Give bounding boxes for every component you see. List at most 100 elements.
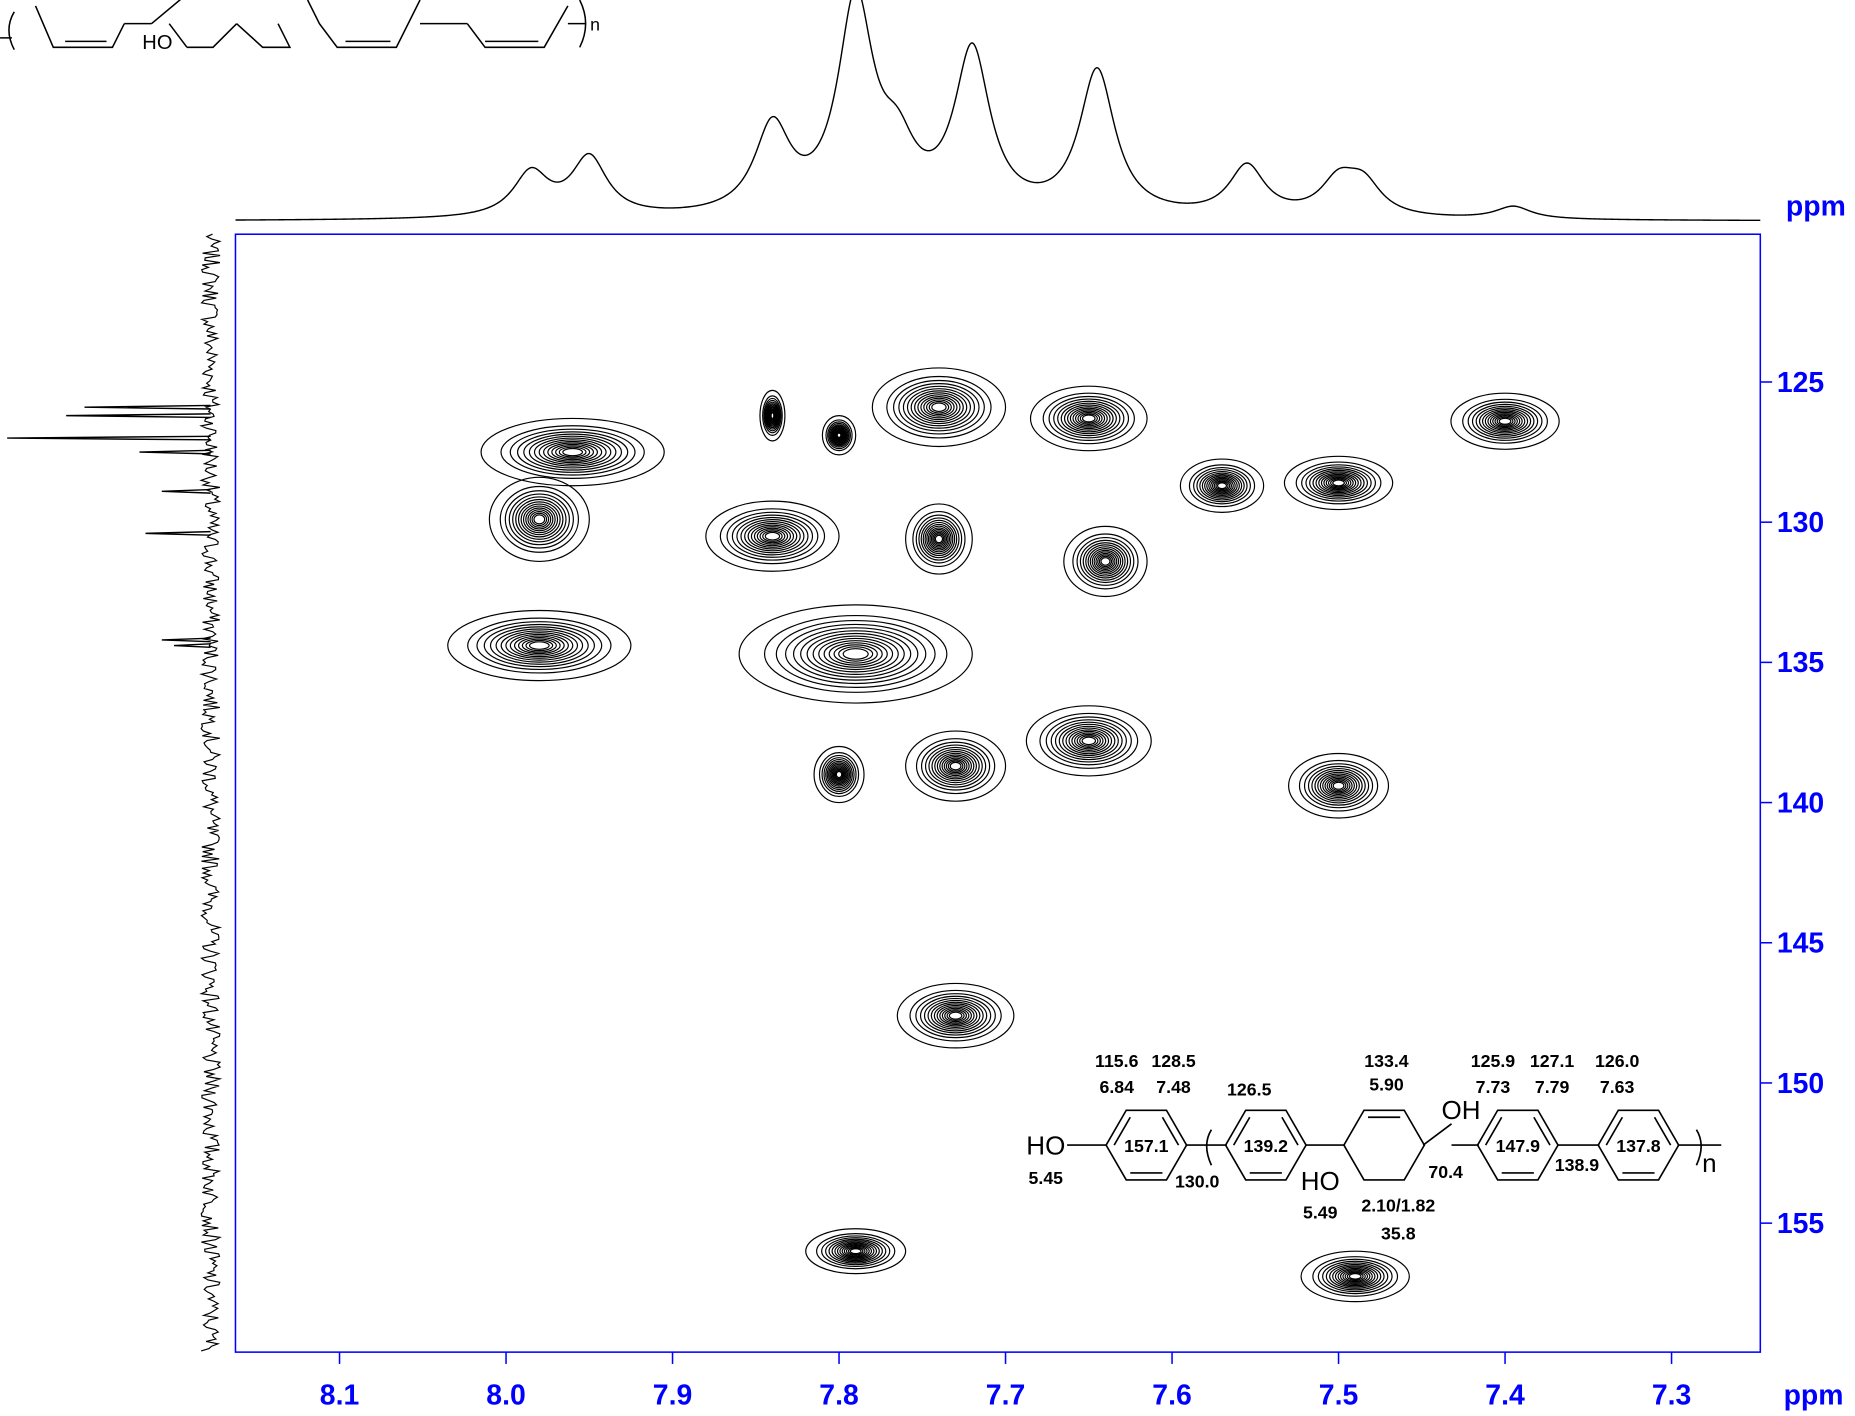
contour-level: [1311, 767, 1366, 804]
contour-level: [915, 993, 996, 1039]
contour-level: [1332, 781, 1345, 790]
contour-level: [933, 533, 945, 545]
contour-level: [898, 383, 980, 432]
contour-level: [834, 1241, 878, 1262]
contour-level: [1029, 385, 1148, 452]
contour-level: [910, 390, 968, 425]
structure-label: n: [1702, 1148, 1716, 1178]
contour-level: [1312, 469, 1365, 497]
contour-level: [896, 982, 1015, 1049]
contour-level: [1494, 415, 1516, 428]
contour-level: [818, 637, 894, 671]
contour-level: [914, 392, 964, 423]
structure-label: 125.9: [1471, 1051, 1516, 1071]
contour-level: [520, 503, 559, 536]
contour-level: [719, 508, 826, 565]
contour-level: [1496, 416, 1514, 426]
y-tick-label: 135: [1777, 647, 1824, 679]
contour-level: [825, 1237, 887, 1266]
contour-level: [1076, 733, 1101, 748]
contour-level: [830, 765, 848, 784]
contour-level: [1337, 1267, 1373, 1285]
contour-level: [834, 430, 844, 441]
contour-level: [562, 447, 584, 457]
contour-level: [915, 738, 996, 795]
cross-peak: [1300, 1250, 1410, 1303]
f1-peak: [161, 637, 211, 643]
contour-level: [833, 429, 845, 442]
contour-level: [1069, 407, 1108, 430]
ring: [1342, 1109, 1426, 1181]
contour-level: [1332, 1265, 1379, 1288]
contour-level: [831, 766, 847, 783]
structure-label: OH: [1441, 1095, 1480, 1125]
contour-level: [825, 419, 853, 452]
cross-peak: [447, 609, 632, 682]
contour-level: [1314, 769, 1363, 802]
contour-level: [1215, 481, 1229, 491]
contour-level: [1288, 752, 1390, 819]
contour-level: [1074, 732, 1104, 750]
cross-peak: [1063, 525, 1148, 598]
contour-level: [934, 534, 944, 544]
y-tick-label: 155: [1777, 1208, 1824, 1240]
cross-peak: [905, 503, 973, 575]
contour-level: [1467, 401, 1543, 441]
cross-peak: [480, 417, 665, 487]
f1-peak: [173, 643, 211, 649]
contour-level: [922, 521, 956, 557]
contour-level: [1062, 725, 1116, 757]
contour-level: [943, 757, 968, 775]
y-tick-label: 140: [1777, 787, 1824, 819]
x-tick-label: 7.9: [653, 1380, 692, 1412]
contour-level: [821, 1235, 891, 1268]
contour-level: [1079, 735, 1099, 747]
cross-peak: [805, 1228, 907, 1275]
structure-label: HO: [1026, 1130, 1065, 1160]
contour-level: [750, 524, 795, 548]
contour-level: [800, 630, 912, 678]
contour-level: [1317, 771, 1360, 800]
contour-level: [827, 421, 851, 450]
contour-level: [1045, 716, 1132, 766]
contour-level: [892, 379, 985, 435]
contour-level: [1475, 405, 1535, 437]
contour-level: [944, 1009, 967, 1023]
contour-level: [920, 396, 958, 419]
contour-level: [1071, 730, 1107, 751]
contour-level: [919, 995, 992, 1036]
contour-level: [1481, 408, 1529, 434]
structure-label: 115.6: [1095, 1051, 1139, 1071]
inset-structure: [1067, 1109, 1722, 1181]
contour-level: [828, 1238, 883, 1264]
contour-level: [925, 399, 952, 416]
contour-level: [923, 997, 988, 1034]
contour-level: [1307, 765, 1370, 806]
cross-peak: [488, 476, 590, 563]
contour-level: [1326, 777, 1351, 794]
contour-level: [945, 759, 966, 774]
contour-level: [1342, 1270, 1369, 1283]
contour-level: [1300, 1250, 1410, 1303]
contour-level: [1322, 1260, 1389, 1293]
contour-level: [495, 628, 584, 663]
contour-level: [1210, 477, 1234, 494]
contour-level: [835, 770, 843, 779]
contour-level: [762, 530, 783, 542]
contour-level: [1098, 555, 1113, 568]
contour-level: [764, 531, 781, 541]
f1-peak: [139, 449, 211, 455]
contour-level: [1346, 1272, 1364, 1281]
contour-level: [1283, 455, 1394, 511]
contour-level: [726, 511, 819, 561]
contour-level: [1093, 551, 1118, 572]
contour-level: [1309, 468, 1368, 498]
contour-level: [1208, 476, 1236, 495]
contour-level: [558, 446, 587, 458]
contour-level: [905, 730, 1007, 802]
contour-level: [1216, 482, 1228, 490]
contour-level: [838, 646, 874, 662]
contour-level: [949, 761, 962, 771]
contour-level: [836, 432, 842, 438]
contour-level: [1082, 542, 1129, 581]
